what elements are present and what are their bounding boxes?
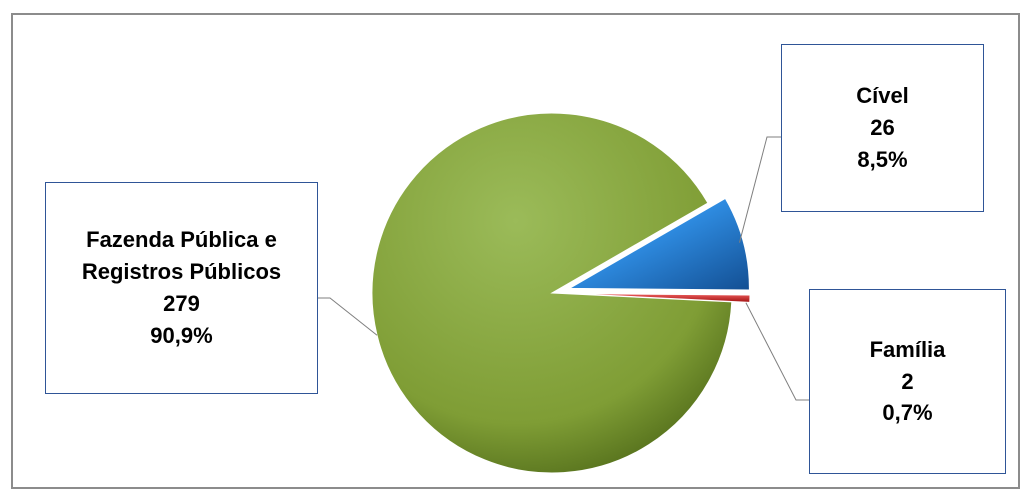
leader-line-civel: [738, 136, 781, 243]
label-fazenda-line2: Registros Públicos: [81, 259, 282, 285]
pie-slice-fazenda-publica-e-registros-publicos: [371, 112, 733, 474]
label-familia-percent: 0,7%: [882, 400, 933, 426]
label-civel-count: 26: [870, 115, 895, 141]
pie-slice-civel: [567, 197, 750, 291]
leader-line-fazenda-publica-e-registros-publicos: [318, 297, 378, 336]
label-civel: Cível 26 8,5%: [781, 44, 984, 212]
label-fazenda-count: 279: [163, 291, 200, 316]
label-civel-name: Cível: [856, 83, 909, 109]
label-fazenda: Fazenda Pública e Registros Públicos 279…: [45, 182, 318, 394]
label-familia-count: 2: [901, 368, 914, 394]
label-familia-name: Família: [869, 336, 946, 362]
label-fazenda-percent: 90,9%: [150, 322, 213, 348]
label-fazenda-line1: Fazenda Pública e: [86, 227, 277, 253]
leader-line-familia: [745, 302, 809, 401]
label-familia: Família 2 0,7%: [809, 289, 1006, 474]
label-civel-percent: 8,5%: [857, 146, 908, 172]
